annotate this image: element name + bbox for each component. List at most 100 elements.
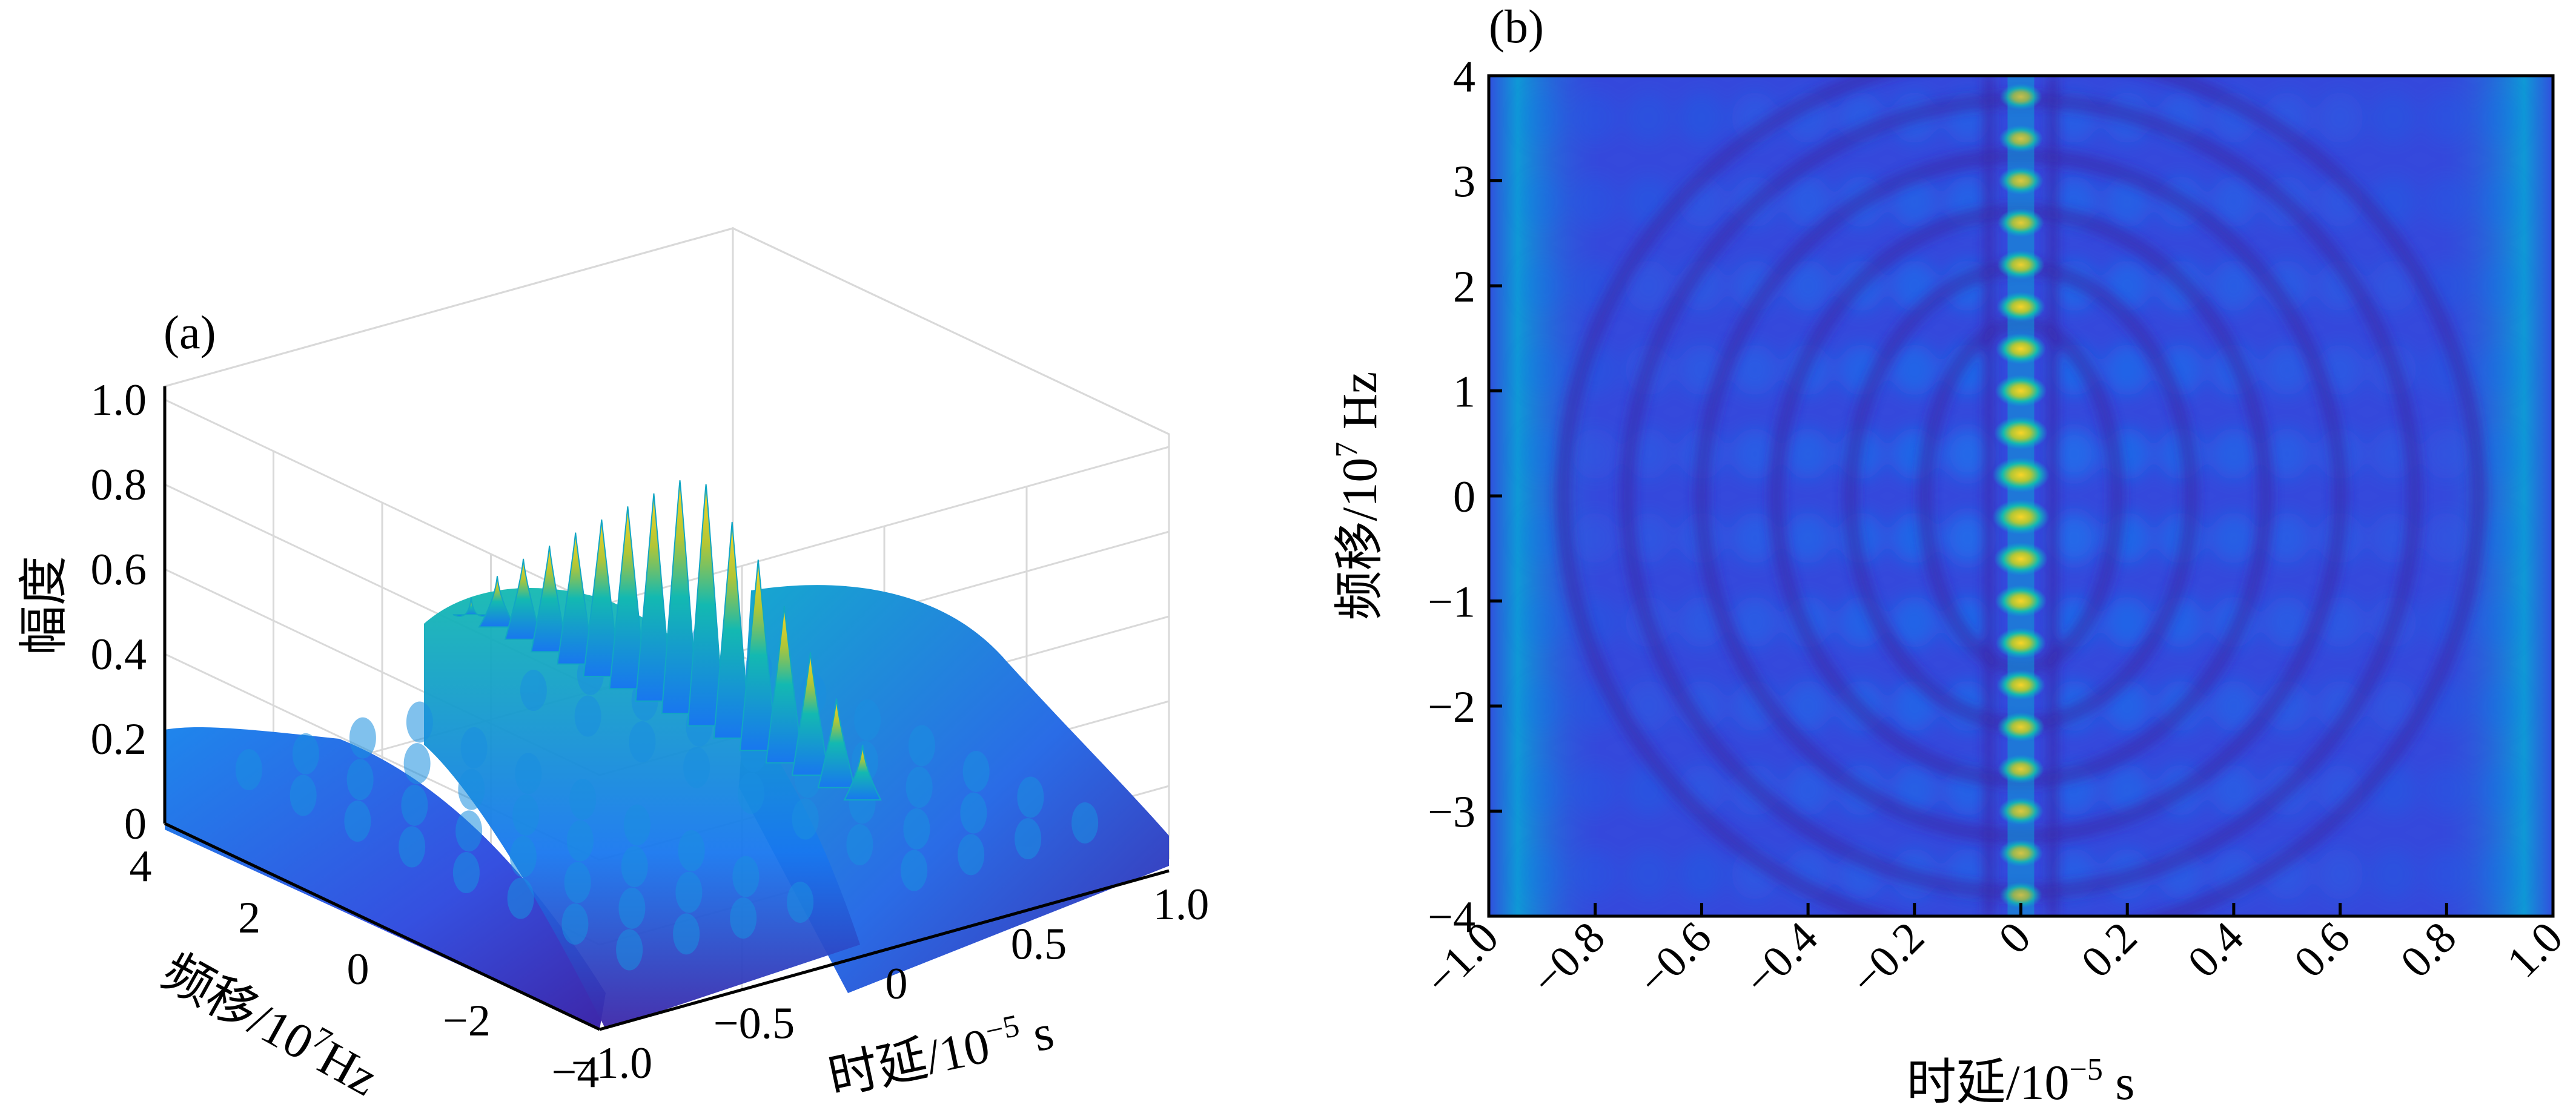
sidelobe-spot: [1518, 596, 1565, 648]
x-tick-labels: −1.0 −0.5 0 0.5 1.0: [571, 880, 1209, 1088]
sidelobe-spot: [2477, 512, 2523, 564]
sidelobe-bump: [346, 759, 374, 801]
y-ticks: 4 3 2 1 0 −1 −2 −3 −4: [1428, 52, 1502, 942]
central-peak-column: [1992, 76, 2050, 916]
sidelobe-bump: [507, 877, 534, 919]
x-tick-label-b: 0.2: [2072, 913, 2147, 987]
x-tick-label: −1.0: [571, 1038, 652, 1088]
sidelobe-bump: [512, 794, 540, 836]
sidelobe-bump: [958, 834, 985, 876]
sidelobe-bump: [732, 856, 760, 897]
sidelobe-bump: [618, 887, 646, 929]
peak-spot: [1995, 584, 2047, 618]
sidelobe-spot: [1625, 260, 1672, 311]
peak-spot: [1997, 249, 2045, 280]
y-tick-label-b: 1: [1453, 368, 1475, 417]
x-tick-label-b: 0.4: [2179, 913, 2253, 987]
sidelobe-spot: [1572, 512, 1618, 564]
sidelobe-bump: [787, 881, 814, 923]
x-axis-label-base-b: 时延/10: [1907, 1055, 2070, 1110]
sidelobe-spot: [2051, 428, 2098, 480]
sidelobe-spot: [2477, 260, 2523, 311]
y-tick-label: −2: [443, 996, 491, 1046]
peak-spot: [1998, 208, 2044, 237]
sidelobe-spot: [2210, 512, 2257, 564]
sidelobe-spot: [2210, 681, 2257, 731]
sidelobe-spot: [1785, 428, 1832, 480]
sidelobe-bump: [452, 852, 480, 894]
sidelobe-spot: [1518, 848, 1565, 900]
sidelobe-bump: [574, 695, 601, 737]
peak-spot: [1992, 457, 2050, 493]
x-axis-label: 时延/10−5 s: [823, 1002, 1058, 1105]
sidelobe-spot: [2263, 596, 2310, 648]
sidelobe-spot: [2477, 681, 2523, 731]
ridge-spike: [843, 744, 882, 801]
sidelobe-bump: [344, 801, 371, 842]
sidelobe-spot: [1891, 764, 1938, 816]
sidelobe-spot: [1732, 344, 1778, 395]
z-tick-label: 0.4: [91, 630, 147, 679]
sidelobe-spot: [2423, 848, 2470, 900]
main-ridge-spikes: [452, 480, 882, 801]
sidelobe-spot: [1785, 176, 1832, 228]
peak-spot: [1998, 839, 2044, 867]
sidelobe-spot: [2477, 176, 2523, 228]
x-tick-label: −0.5: [714, 999, 795, 1049]
ambiguity-surface: [165, 480, 1169, 1029]
peak-spot: [1999, 83, 2042, 110]
x-axis-label-unit-b: s: [2103, 1055, 2134, 1110]
sidelobe-spot: [2370, 92, 2417, 144]
sidelobe-bump: [792, 798, 819, 840]
sidelobe-spot: [1785, 260, 1832, 311]
sidelobe-spot: [1572, 428, 1618, 480]
sidelobe-spot: [1518, 764, 1565, 816]
heatmap-area: [1489, 76, 2553, 916]
peak-spot: [1998, 754, 2044, 784]
x-tick-label-b: 0: [1989, 913, 2040, 963]
ridge-spike: [478, 576, 517, 628]
surface-plot-panel: 0 0.2 0.4 0.6 0.8 1.0 4 2 0 −2 −4 −1.0 −0.5 0 0.5 1.0…: [16, 226, 1209, 1106]
sidelobe-spot: [1732, 428, 1778, 480]
sidelobe-spot: [1518, 176, 1565, 228]
sidelobe-spot: [2210, 764, 2257, 816]
sidelobe-bump: [292, 733, 319, 774]
sidelobe-bump: [1017, 776, 1044, 818]
sidelobe-bump: [399, 826, 426, 868]
sidelobe-spot: [1518, 428, 1565, 480]
sidelobe-spot: [1732, 596, 1778, 648]
y-axis-label-base-b: 频移/10: [1332, 458, 1387, 621]
z-tick-label: 0.8: [91, 460, 147, 510]
sidelobe-bump: [406, 701, 433, 743]
sidelobe-spot: [2317, 92, 2363, 144]
x-tick-label-b: 0.8: [2391, 913, 2466, 987]
ridge-spike: [713, 521, 751, 739]
ridge-spike: [452, 597, 490, 617]
sidelobe-bump: [678, 830, 705, 871]
y-tick-label: 2: [238, 893, 260, 943]
y-tick-labels: 4 2 0 −2 −4: [130, 842, 600, 1097]
x-tick-label: 0: [886, 959, 908, 1009]
sidelobe-bump: [901, 850, 928, 891]
sidelobe-spot: [1944, 512, 1991, 564]
x-tick-label-b: −0.4: [1735, 913, 1827, 1005]
y-tick-label-b: 3: [1453, 157, 1475, 207]
x-axis-label-exponent-b: −5: [2070, 1052, 2103, 1087]
sidelobe-bump: [509, 836, 537, 877]
z-gridline: [164, 398, 1170, 607]
x-tick-label: 1.0: [1153, 880, 1210, 929]
x-tick-label: 0.5: [1011, 920, 1067, 969]
x-tick-label-b: 1.0: [2498, 913, 2572, 987]
sidelobe-bump: [460, 727, 488, 768]
sidelobe-spot: [1785, 512, 1832, 564]
sidelobe-spot: [2104, 344, 2151, 395]
sidelobe-spot: [2477, 596, 2523, 648]
sidelobe-spot: [1518, 344, 1565, 395]
sidelobe-spot: [1678, 92, 1725, 144]
ridge-spike: [504, 558, 543, 640]
sidelobe-bump: [683, 747, 710, 788]
x-ticks: −1.0 −0.8 −0.6 −0.4 −0.2 0 0.2 0.4 0.6 0.8 1.0: [1415, 903, 2572, 1005]
sidelobe-spot: [1678, 848, 1725, 900]
sidelobe-bump: [1071, 802, 1099, 844]
